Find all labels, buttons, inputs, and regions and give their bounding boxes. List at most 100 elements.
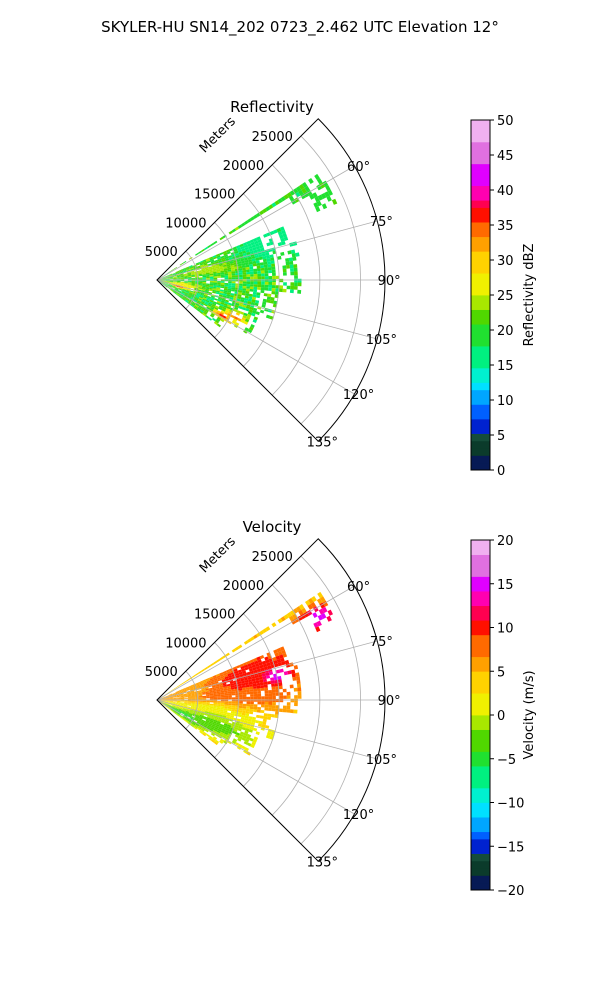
range-gate-cell bbox=[176, 703, 181, 705]
range-gate-cell bbox=[250, 696, 254, 700]
range-gate-cell bbox=[235, 722, 240, 726]
range-gate-cell bbox=[169, 701, 174, 702]
range-gate-cell bbox=[198, 701, 203, 704]
range-gate-cell bbox=[220, 282, 225, 285]
range-gate-cell bbox=[195, 281, 199, 283]
range-gate-cell bbox=[192, 721, 197, 725]
range-gate-cell bbox=[295, 252, 300, 257]
range-gate-cell bbox=[261, 273, 265, 277]
range-gate-cell bbox=[169, 697, 174, 699]
range-gate-cell bbox=[294, 271, 298, 276]
range-gate-cell bbox=[247, 676, 252, 680]
range-gate-cell bbox=[162, 700, 166, 701]
range-gate-cell bbox=[264, 707, 269, 711]
range-gate-cell bbox=[194, 724, 199, 728]
range-gate-cell bbox=[176, 292, 180, 296]
range-gate-cell bbox=[220, 707, 225, 710]
range-gate-cell bbox=[236, 259, 241, 263]
range-gate-cell bbox=[272, 282, 276, 286]
range-gate-cell bbox=[249, 250, 254, 255]
range-gate-cell bbox=[198, 705, 203, 707]
range-gate-cell bbox=[189, 291, 194, 294]
range-gate-cell bbox=[293, 267, 298, 272]
range-gate-cell bbox=[168, 285, 172, 288]
range-gate-cell bbox=[205, 692, 210, 695]
range-gate-cell bbox=[256, 714, 261, 719]
range-gate-cell bbox=[243, 732, 248, 737]
range-gate-cell bbox=[226, 251, 231, 255]
range-gate-cell bbox=[226, 263, 231, 267]
range-gate-cell bbox=[217, 702, 221, 705]
range-gate-cell bbox=[228, 230, 233, 235]
range-gate-cell bbox=[230, 267, 235, 270]
range-gate-cell bbox=[176, 280, 181, 281]
range-gate-cell bbox=[179, 691, 184, 694]
range-gate-cell bbox=[255, 311, 260, 316]
range-gate-cell bbox=[178, 689, 183, 692]
range-gate-cell bbox=[216, 722, 221, 726]
range-gate-cell bbox=[226, 669, 231, 673]
range-gate-cell bbox=[221, 308, 226, 312]
range-gate-cell bbox=[215, 264, 220, 267]
range-gate-cell bbox=[195, 303, 200, 307]
range-gate-cell bbox=[242, 314, 247, 319]
range-gate-cell bbox=[209, 696, 214, 699]
range-gate-cell bbox=[253, 284, 258, 287]
range-gate-cell bbox=[238, 743, 243, 748]
range-gate-cell bbox=[180, 703, 184, 705]
range-gate-cell bbox=[178, 288, 183, 291]
range-gate-cell bbox=[176, 712, 180, 716]
colorbar-band bbox=[471, 882, 490, 891]
range-gate-cell bbox=[172, 283, 177, 285]
range-gate-cell bbox=[172, 704, 177, 706]
range-gate-cell bbox=[290, 698, 295, 703]
range-gate-cell bbox=[165, 280, 170, 281]
range-gate-cell bbox=[234, 734, 240, 738]
range-gate-cell bbox=[180, 695, 184, 697]
range-gate-cell bbox=[314, 173, 320, 181]
colorbar-band bbox=[471, 448, 490, 456]
range-gate-cell bbox=[191, 703, 196, 705]
range-tick-label: 20000 bbox=[223, 579, 264, 594]
colorbar-band bbox=[471, 656, 490, 665]
range-gate-cell bbox=[252, 291, 257, 295]
range-gate-cell bbox=[242, 696, 247, 700]
range-gate-cell bbox=[169, 698, 174, 699]
range-gate-cell bbox=[252, 319, 257, 323]
range-gate-cell bbox=[229, 296, 234, 300]
range-gate-cell bbox=[201, 710, 205, 713]
range-gate-cell bbox=[249, 708, 254, 712]
range-gate-cell bbox=[180, 278, 185, 280]
range-gate-cell bbox=[212, 709, 217, 712]
range-gate-cell bbox=[275, 692, 280, 696]
range-gate-cell bbox=[220, 695, 225, 698]
range-gate-cell bbox=[179, 690, 183, 693]
range-gate-cell bbox=[240, 665, 245, 670]
range-gate-cell bbox=[186, 288, 191, 291]
range-gate-cell bbox=[197, 727, 201, 731]
range-gate-cell bbox=[240, 678, 245, 682]
range-gate-cell bbox=[172, 704, 176, 707]
range-gate-cell bbox=[191, 278, 196, 280]
range-gate-cell bbox=[271, 269, 276, 273]
colorbar-band bbox=[471, 707, 490, 716]
range-gate-cell bbox=[316, 200, 322, 207]
colorbar-tick-label: 5 bbox=[497, 665, 505, 680]
range-gate-cell bbox=[247, 328, 253, 334]
range-gate-cell bbox=[209, 677, 214, 681]
range-gate-cell bbox=[260, 667, 265, 672]
range-gate-cell bbox=[238, 290, 243, 293]
range-gate-cell bbox=[252, 307, 258, 312]
range-gate-cell bbox=[258, 256, 263, 261]
range-gate-cell bbox=[194, 305, 198, 309]
range-gate-cell bbox=[213, 696, 218, 698]
range-gate-cell bbox=[253, 691, 258, 695]
range-gate-cell bbox=[217, 696, 221, 698]
range-gate-cell bbox=[236, 718, 241, 722]
range-gate-cell bbox=[263, 264, 268, 268]
range-gate-cell bbox=[170, 269, 174, 272]
range-gate-cell bbox=[162, 280, 166, 282]
range-gate-cell bbox=[317, 194, 324, 201]
range-gate-cell bbox=[197, 288, 202, 291]
range-gate-cell bbox=[271, 708, 276, 712]
